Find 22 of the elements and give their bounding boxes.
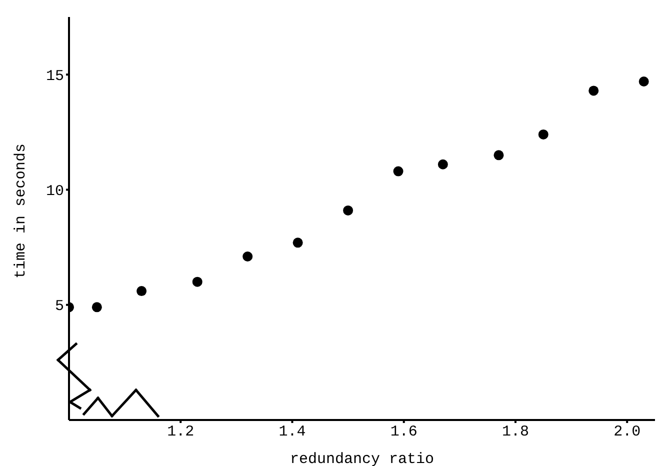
point [638, 76, 649, 86]
y-axis-title: time in seconds [12, 143, 30, 278]
x-tick-label: 1.8 [502, 424, 529, 441]
point [494, 150, 504, 160]
point [343, 205, 354, 216]
point [588, 86, 599, 96]
point [538, 129, 548, 140]
y-tick-label: 10 [46, 183, 64, 200]
point [92, 302, 102, 312]
y-tick-label: 5 [54, 298, 64, 316]
point [292, 238, 303, 248]
y-tick-label: 15 [46, 68, 64, 85]
x-tick-label: 1.6 [390, 424, 418, 441]
x-tick-label: 1.2 [167, 424, 194, 441]
point [242, 251, 253, 262]
x-tick-label: 2.0 [614, 424, 641, 441]
point [136, 286, 147, 296]
point [192, 276, 202, 287]
x-axis-title: redundancy ratio [290, 451, 434, 466]
point [393, 166, 404, 176]
x-tick-label: 1.4 [278, 424, 306, 441]
point [438, 159, 448, 170]
